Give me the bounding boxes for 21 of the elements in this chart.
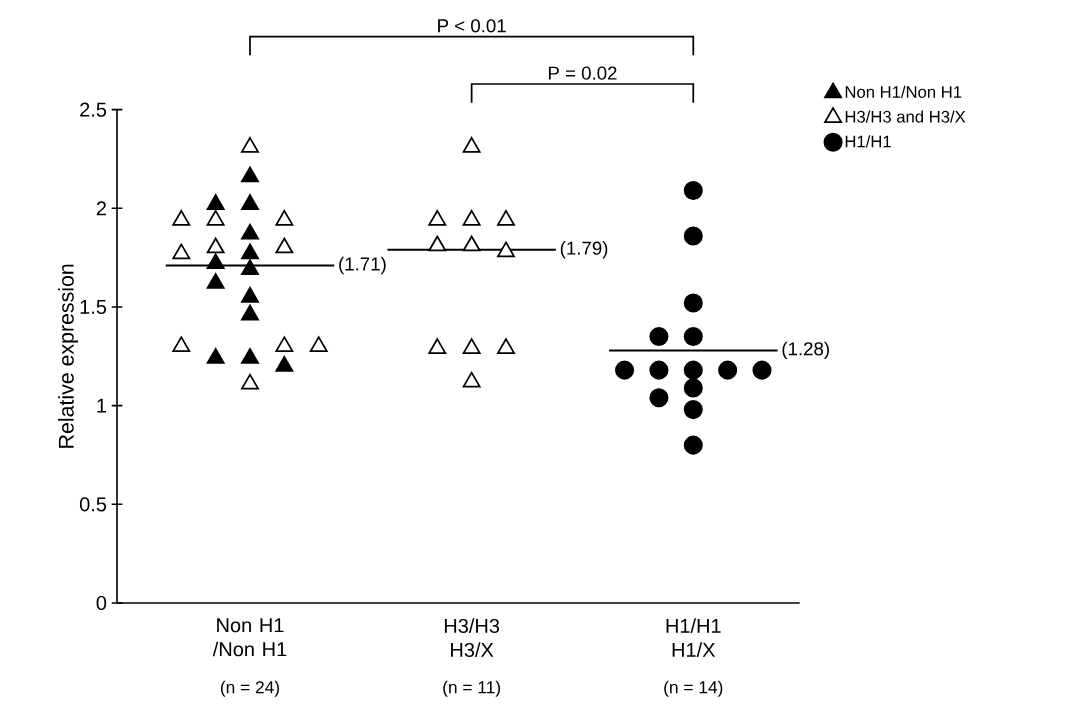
y-tick-label: 2.5 <box>80 102 107 117</box>
text: P < 0.01 <box>438 19 506 33</box>
text: (n = 14) <box>664 680 723 697</box>
x-tick-label: H1/H1 H1/X <box>666 618 721 658</box>
text: P = 0.02 <box>548 66 617 80</box>
x-tick-label: Non H1 /Non H1 <box>212 618 287 657</box>
ref-line-label: (1.71) <box>339 256 386 275</box>
y-tick-label: 2 <box>96 201 106 216</box>
text: (n = 24) <box>220 680 280 697</box>
y-tick-label: 1.5 <box>80 300 107 314</box>
y-tick-label: 0.5 <box>79 497 107 512</box>
y-axis-title: Relative expression <box>58 264 79 448</box>
y-tick-label: 1 <box>97 398 106 413</box>
y-tick-label: 0 <box>96 595 107 611</box>
legend-label: H3/H3 and H3/X <box>845 110 966 123</box>
ref-line-label: (1.79) <box>560 241 608 259</box>
legend-label: Non H1/Non H1 <box>845 85 962 98</box>
text: (n = 11) <box>443 680 501 697</box>
legend-label: H1/H1 <box>845 135 891 148</box>
ref-line-label: (1.28) <box>782 341 829 360</box>
x-tick-label: H3/H3 H3/X <box>444 618 500 658</box>
